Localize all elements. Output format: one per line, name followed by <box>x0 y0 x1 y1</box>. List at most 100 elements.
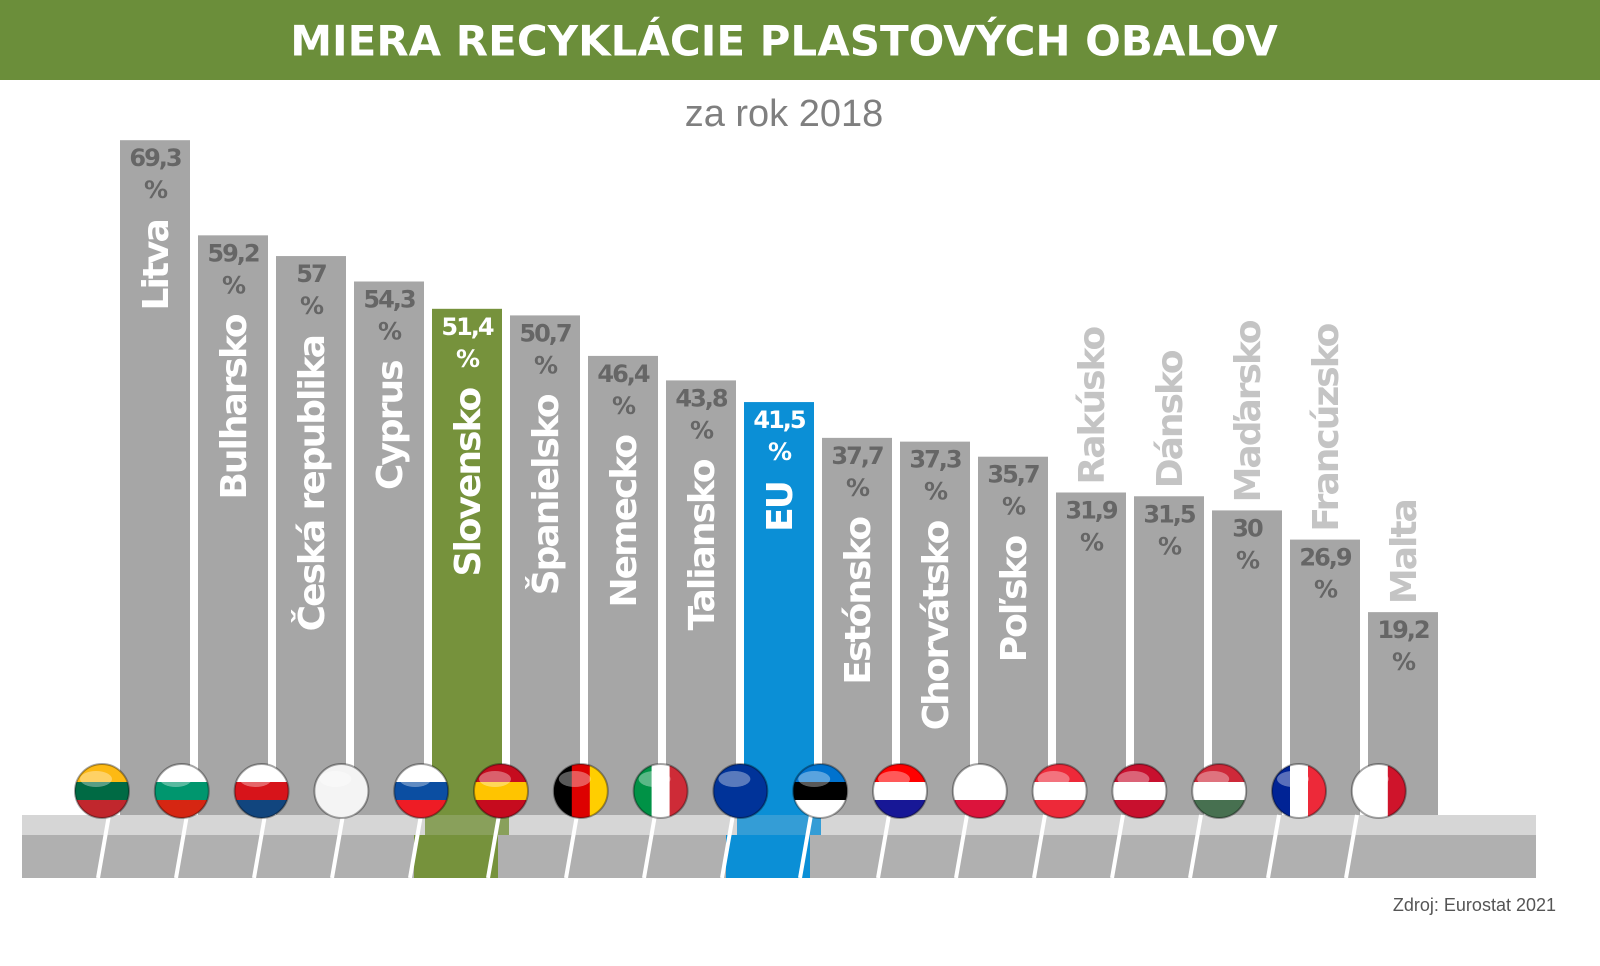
category-label: Slovensko <box>448 388 489 577</box>
category-label: Francúzsko <box>1306 323 1347 531</box>
flag-shade <box>393 763 450 819</box>
category-label: Rakúsko <box>1072 327 1113 485</box>
category-label: Malta <box>1384 500 1425 604</box>
flag-stripe <box>651 764 671 818</box>
value-label: 26,9% <box>1299 544 1352 604</box>
flag-stripe <box>75 800 129 818</box>
bar <box>822 437 892 825</box>
flag-shade <box>792 763 849 819</box>
flag-stripe <box>75 764 129 783</box>
flag-shade <box>632 763 689 819</box>
flag <box>234 764 289 818</box>
platform-divider <box>876 814 891 879</box>
flag-stripe <box>571 764 591 818</box>
platform <box>22 814 1536 879</box>
flag-shade <box>233 763 290 819</box>
flag-stripe <box>793 800 848 818</box>
flag-stripe <box>1032 782 1087 801</box>
chart-title: MIERA RECYKLÁCIE PLASTOVÝCH OBALOV <box>290 16 1278 66</box>
platform-divider <box>486 814 501 879</box>
value-label: 50,7% <box>519 319 571 379</box>
flag-shade <box>74 763 130 819</box>
flag-stripe <box>793 764 848 783</box>
flag-stripe <box>1192 764 1247 783</box>
bar <box>666 380 736 825</box>
value-label: 57% <box>296 260 326 320</box>
flag-stripe <box>1032 800 1087 818</box>
platform-divider <box>408 814 423 879</box>
flag-gloss <box>1356 771 1389 787</box>
bar <box>900 441 970 825</box>
flag-stripe <box>1112 782 1167 801</box>
flag-stripe <box>713 782 768 801</box>
flag-stripe <box>952 764 1007 783</box>
flag-shade <box>1031 763 1088 819</box>
flag-gloss <box>1197 771 1230 787</box>
platform-divider <box>564 814 579 879</box>
platform-divider <box>1110 814 1125 879</box>
flag-gloss <box>878 771 910 787</box>
flag-stripe <box>1192 782 1247 801</box>
flag <box>1112 764 1167 818</box>
platform-divider <box>174 814 189 879</box>
flag-shade <box>712 763 769 819</box>
platform-divider <box>954 814 969 879</box>
value-label: 43,8% <box>675 384 728 444</box>
flag <box>1351 764 1406 818</box>
category-label: Taliansko <box>682 459 723 630</box>
platform-highlight <box>414 835 498 878</box>
flag-gloss <box>1037 771 1070 787</box>
flag <box>633 764 688 818</box>
flag-stripe <box>474 764 528 783</box>
platform-divider <box>252 814 267 879</box>
bar <box>276 256 346 825</box>
flag-gloss <box>638 771 671 787</box>
flag-gloss <box>1117 771 1150 787</box>
value-label: 31,9% <box>1065 497 1118 557</box>
platform-divider <box>1188 814 1203 879</box>
bar <box>198 235 268 825</box>
flag-gloss <box>479 771 511 787</box>
platform-divider <box>330 814 345 879</box>
flag-stripe <box>952 782 1007 801</box>
value-label: 31,5% <box>1143 500 1196 560</box>
flag-stripe <box>234 764 289 783</box>
flag-stripe <box>314 800 369 818</box>
category-label: Španielsko <box>525 394 567 595</box>
flag-stripe <box>394 764 449 783</box>
flag-shade <box>473 763 529 819</box>
flag <box>314 764 369 818</box>
flag-stripe <box>75 782 129 801</box>
flag-stripe <box>1272 764 1291 818</box>
category-label: Bulharsko <box>214 314 255 499</box>
flag-stripe <box>154 782 209 801</box>
bar <box>432 308 502 825</box>
flag-gloss <box>798 771 831 787</box>
value-label: 54,3% <box>363 285 415 345</box>
flag <box>873 764 927 818</box>
flag-stripe <box>474 782 528 801</box>
chart-subtitle: za rok 2018 <box>685 93 884 135</box>
flag-stripe <box>1192 800 1247 818</box>
category-label: Dánsko <box>1150 350 1191 488</box>
flag <box>1032 764 1087 818</box>
value-label: 69,3% <box>129 144 181 204</box>
flag-stripe <box>952 800 1007 818</box>
value-label: 51,4% <box>441 313 494 373</box>
platform-highlight <box>737 815 821 835</box>
category-label: Česká republika <box>291 336 333 631</box>
value-label: 30% <box>1232 514 1263 574</box>
category-label: EU <box>760 482 801 532</box>
flag-shade <box>153 763 210 819</box>
flag-stripe <box>669 764 688 818</box>
flag-stripe <box>793 782 848 801</box>
bars: 69,3 % Litva 59,2 % Bulharsko 57 % Česká republi… <box>120 140 1438 826</box>
flag-gloss <box>159 771 192 787</box>
flag-stripe <box>553 764 573 818</box>
flag-shade <box>1350 763 1407 819</box>
flag-stripe <box>154 800 209 818</box>
value-label: 46,4% <box>597 360 650 420</box>
flag <box>394 764 449 818</box>
flag-stripe <box>1290 764 1309 818</box>
